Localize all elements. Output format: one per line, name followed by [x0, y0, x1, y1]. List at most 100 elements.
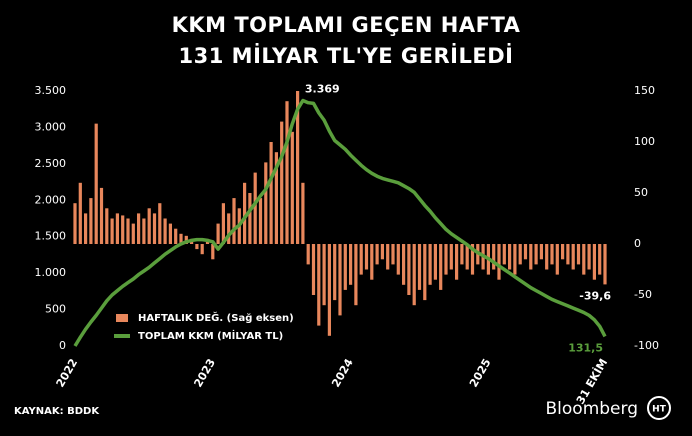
bar	[508, 244, 512, 270]
bar	[285, 101, 289, 244]
bar	[343, 244, 347, 290]
bar	[253, 172, 257, 244]
y2-tick-label: 50	[634, 186, 648, 199]
bar	[338, 244, 342, 316]
y2-tick-label: 150	[634, 84, 655, 97]
bar	[566, 244, 570, 265]
chart-title: KKM TOPLAMI GEÇEN HAFTA	[172, 13, 521, 37]
y-tick-label: 3.000	[35, 120, 67, 133]
bar	[407, 244, 411, 295]
bar	[142, 218, 146, 244]
bar	[545, 244, 549, 270]
bar	[359, 244, 363, 275]
bar	[502, 244, 506, 265]
bar	[200, 244, 204, 255]
bar	[301, 182, 305, 244]
bar	[179, 233, 183, 244]
bar	[126, 218, 130, 244]
bar	[274, 152, 278, 244]
line	[73, 98, 607, 347]
y2-tick-label: 100	[634, 135, 655, 148]
bar	[497, 244, 501, 280]
legend-swatch	[116, 314, 128, 322]
bar	[94, 123, 98, 244]
y-tick-label: 1.000	[35, 266, 67, 279]
bar	[402, 244, 406, 285]
bar	[592, 244, 596, 280]
brand-logo	[647, 396, 671, 420]
bar	[396, 244, 400, 275]
bar	[327, 244, 331, 336]
y-tick-label: 3.500	[35, 84, 67, 97]
bar	[465, 244, 469, 270]
bar	[89, 198, 93, 244]
bar	[99, 187, 104, 244]
bar	[158, 203, 162, 244]
bar	[248, 193, 252, 244]
y2-tick-label: -100	[634, 339, 659, 352]
bar	[195, 244, 199, 250]
bar	[550, 244, 554, 265]
bar	[455, 244, 459, 280]
bar	[449, 244, 453, 270]
source: KAYNAK: BDDK	[14, 406, 100, 417]
bar	[433, 244, 437, 280]
bar	[539, 244, 543, 260]
bar	[73, 203, 77, 244]
bar	[375, 244, 379, 265]
bar	[290, 131, 294, 244]
bar	[131, 223, 135, 244]
bar	[598, 244, 602, 275]
bar	[386, 244, 390, 270]
x-tick-label: 2025	[467, 357, 494, 390]
bar	[439, 244, 443, 290]
bar	[296, 91, 300, 244]
legend-label: TOPLAM KKM (MİLYAR TL)	[138, 328, 283, 342]
bar	[184, 235, 188, 244]
bar	[221, 203, 225, 244]
bar	[529, 244, 533, 270]
bar	[354, 244, 358, 306]
bar	[152, 213, 157, 244]
value-label: 131,5	[568, 341, 603, 354]
bar	[470, 244, 475, 275]
bar	[311, 244, 316, 295]
bar	[322, 244, 326, 306]
bar	[492, 244, 496, 270]
bar	[460, 244, 464, 265]
bar	[561, 244, 565, 260]
bar	[333, 244, 337, 301]
bar	[264, 162, 268, 244]
bar	[417, 244, 422, 290]
brand: Bloomberg	[546, 399, 638, 419]
bar	[258, 198, 263, 244]
bar	[280, 121, 284, 244]
bar	[555, 244, 559, 275]
bar	[603, 244, 607, 285]
bar	[576, 244, 581, 265]
bar	[110, 218, 114, 244]
bar	[370, 244, 374, 280]
bar	[105, 208, 109, 244]
bar	[137, 213, 141, 244]
bar	[216, 223, 220, 244]
y2-tick-label: -50	[634, 288, 652, 301]
bar	[163, 218, 167, 244]
bar	[582, 244, 586, 275]
x-tick-label: 2022	[54, 357, 81, 390]
x-tick-label: 2023	[191, 357, 218, 390]
bar	[147, 208, 151, 244]
bar	[513, 244, 517, 275]
bar	[78, 182, 82, 244]
bar	[428, 244, 432, 285]
y-tick-label: 2.000	[35, 193, 67, 206]
y-tick-label: 500	[45, 303, 66, 316]
bar	[269, 142, 273, 244]
bar	[243, 182, 247, 244]
bar	[115, 213, 119, 244]
y-tick-label: 0	[59, 339, 66, 352]
y2-tick-label: 0	[634, 237, 641, 250]
y-tick-label: 2.500	[35, 157, 67, 170]
bar	[84, 213, 88, 244]
